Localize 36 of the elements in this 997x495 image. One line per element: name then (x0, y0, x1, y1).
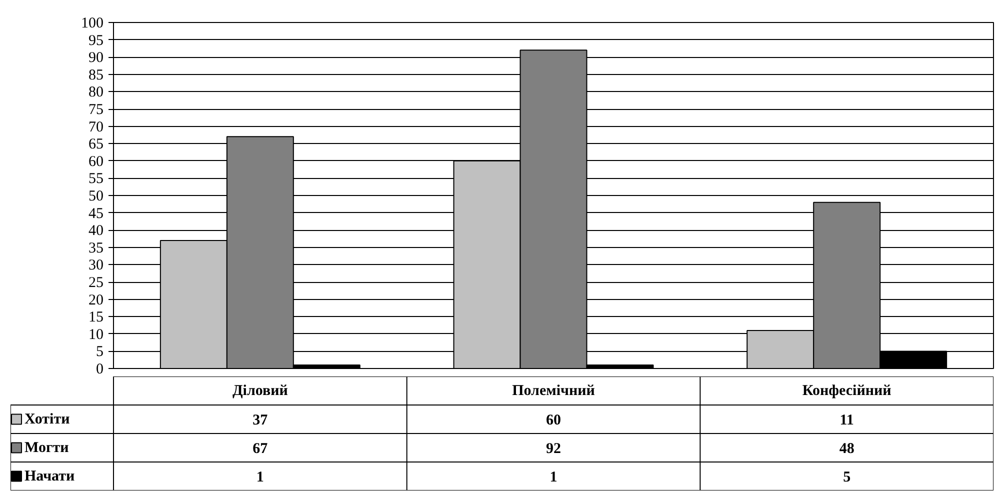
x-tick-label: Конфесійний (802, 382, 892, 399)
y-tick-label: 75 (88, 102, 104, 118)
legend-label: Начати (24, 468, 76, 484)
data-label: 11 (840, 412, 854, 428)
y-tick-label: 45 (88, 206, 104, 222)
y-tick-label: 50 (88, 188, 104, 204)
y-tick-label: 15 (88, 310, 104, 326)
data-label: 92 (546, 440, 561, 457)
y-tick-label: 90 (88, 50, 104, 66)
y-tick-label: 65 (88, 136, 104, 153)
data-label: 60 (546, 412, 561, 428)
y-tick-label: 35 (88, 240, 104, 256)
legend-label: Хотіти (24, 411, 70, 428)
y-tick-label: 20 (88, 292, 104, 308)
x-tick-label: Діловий (232, 382, 288, 399)
data-label: 1 (256, 469, 264, 486)
y-tick-label: 40 (88, 223, 104, 240)
y-tick-label: 60 (88, 154, 104, 170)
y-tick-label: 25 (88, 275, 104, 291)
data-label: 5 (843, 469, 851, 486)
y-tick-label: 30 (88, 258, 104, 274)
y-tick-label: 100 (81, 16, 104, 32)
data-label: 37 (252, 412, 268, 428)
y-tick-label: 0 (96, 362, 104, 378)
y-tick-label: 10 (88, 326, 104, 343)
y-tick-label: 5 (96, 344, 104, 360)
data-label: 48 (839, 440, 854, 457)
data-label: 1 (550, 469, 558, 486)
x-tick-label: Полемічний (512, 382, 596, 399)
data-label: 67 (252, 440, 268, 457)
y-tick-label: 85 (88, 67, 104, 84)
legend-label: Могти (24, 440, 70, 456)
y-tick-label: 80 (88, 84, 104, 101)
y-tick-label: 70 (88, 119, 104, 136)
y-tick-label: 55 (88, 171, 104, 188)
y-tick-label: 95 (88, 32, 104, 49)
